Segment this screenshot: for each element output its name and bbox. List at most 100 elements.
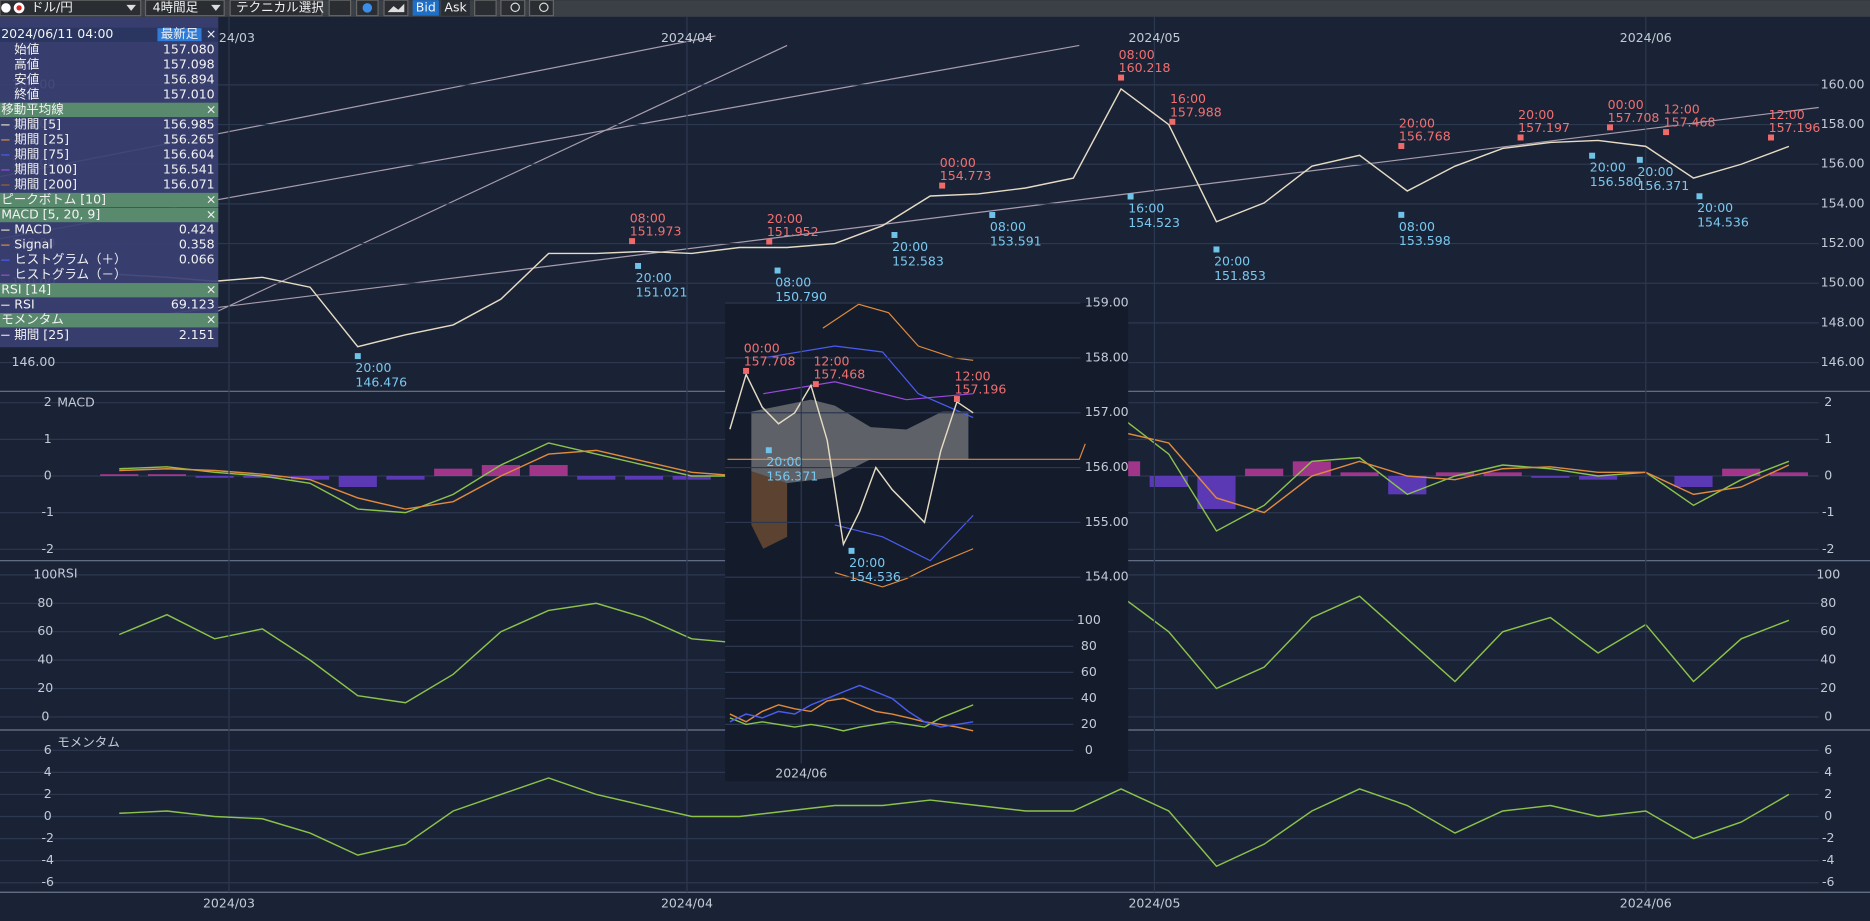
bottom-price: 153.598 (1399, 233, 1451, 248)
draw-tool-button[interactable] (328, 0, 352, 17)
peak-time: 12:00 (1769, 107, 1805, 122)
y-tick-label: 155.00 (1085, 514, 1129, 529)
dropdown-arrow (126, 4, 136, 11)
peak-price: 151.952 (767, 224, 819, 239)
peak-time: 00:00 (940, 155, 976, 170)
close-icon[interactable]: × (206, 282, 217, 297)
histogram-bar (672, 476, 711, 480)
peak-price: 157.708 (1608, 110, 1660, 125)
y-tick-label: -2 (1822, 830, 1834, 845)
data-line (729, 684, 974, 728)
y-tick-label: 4 (1824, 764, 1832, 779)
y-tick-label: 60 (37, 623, 53, 638)
y-tick-label: -4 (1822, 852, 1835, 867)
inset-chart: 154.00 155.00 156.00 157.00 158.00 159.00 00:0… (725, 295, 1129, 782)
close-icon[interactable]: × (206, 207, 217, 222)
bid-button[interactable] (412, 0, 439, 16)
bottom-price: 146.476 (355, 374, 407, 389)
peak-price: 154.773 (940, 168, 992, 183)
y-tick-label: 100 (1816, 566, 1840, 581)
peak-marker (1768, 134, 1774, 141)
bottom-marker (635, 262, 642, 269)
peak-price: 157.197 (1518, 120, 1570, 135)
data-line (119, 777, 1790, 868)
row-label: 始値 (14, 41, 39, 56)
row-value: 156.985 (163, 116, 215, 131)
info-panel: 2024/06/11 04:00 最新足 × 始値 157.080 高値 157.098 安値… (0, 16, 219, 348)
bottom-time: 20:00 (1697, 200, 1733, 215)
bottom-marker (891, 231, 898, 238)
histogram-bar (386, 476, 425, 480)
histogram-bar (1435, 472, 1475, 477)
histogram-bar (147, 474, 187, 477)
section-title: ピークボトム [10] (1, 192, 106, 207)
bottom-time: 20:00 (636, 270, 672, 285)
bottom-marker (1696, 193, 1703, 200)
bottom-marker (1589, 152, 1596, 159)
zoom-icon (510, 2, 520, 13)
section-title: モメンタム (1, 312, 64, 327)
data-line (119, 87, 1790, 348)
x-tick-label: 2024/06 (1620, 896, 1672, 911)
tool-button[interactable] (474, 0, 497, 17)
pair-dropdown[interactable] (0, 0, 142, 17)
y-tick-label: 154.00 (1085, 569, 1129, 584)
row-value: 0.424 (179, 222, 215, 237)
peak-marker (766, 238, 773, 245)
histogram-bar (1340, 472, 1379, 477)
row-label: 期間 [75] (14, 146, 69, 161)
info-icon (362, 3, 373, 13)
latest-button[interactable] (157, 28, 202, 42)
section-header (0, 283, 219, 298)
zoom-in-button[interactable] (528, 0, 554, 17)
x-tick-label: 2024/06 (1620, 30, 1672, 45)
close-icon[interactable]: × (206, 192, 217, 207)
peak-marker (743, 367, 750, 374)
y-tick-label: 2 (1824, 786, 1832, 801)
close-icon[interactable]: × (206, 101, 217, 116)
histogram-bar (529, 465, 568, 477)
histogram-bar (1769, 472, 1808, 477)
peak-marker (812, 381, 819, 388)
bottom-time: 20:00 (766, 454, 802, 469)
row-value: 69.123 (171, 297, 215, 312)
x-tick-label: 2024/05 (1128, 896, 1180, 911)
peak-marker (1517, 134, 1524, 141)
histogram-bar (1483, 472, 1522, 477)
peak-price: 157.196 (1769, 120, 1821, 135)
y-tick-label: 0 (1824, 808, 1832, 823)
zoom-out-button[interactable] (500, 0, 526, 17)
section-header (0, 102, 219, 118)
x-tick-label: 2024/04 (661, 30, 713, 45)
close-icon[interactable]: × (206, 312, 217, 327)
y-tick-label: 100 (33, 566, 57, 581)
histogram-bar (1197, 476, 1236, 509)
bottom-price: 154.523 (1128, 215, 1180, 230)
bottom-price: 150.790 (775, 289, 827, 304)
indicator-line (727, 443, 1086, 460)
peak-time: 20:00 (1518, 107, 1554, 122)
row-label: ヒストグラム（＋） (14, 252, 126, 267)
section-title: MACD [5, 20, 9] (1, 207, 100, 222)
bottom-time: 20:00 (849, 555, 885, 570)
y-tick-label: -6 (41, 874, 54, 889)
y-tick-label: 0 (1085, 742, 1093, 757)
bottom-time: 08:00 (990, 219, 1026, 234)
peak-marker (939, 182, 946, 189)
ask-button[interactable] (441, 0, 470, 16)
bottom-price: 151.021 (636, 284, 688, 299)
bottom-marker (765, 447, 772, 454)
y-tick-label: 40 (1820, 652, 1836, 667)
technical-dropdown[interactable] (229, 0, 323, 17)
peak-marker (1607, 124, 1613, 131)
y-tick-label: 2 (1824, 394, 1832, 409)
peak-price: 157.988 (1170, 104, 1222, 119)
timeframe-dropdown[interactable] (144, 0, 225, 17)
row-label: 期間 [5] (14, 116, 61, 131)
y-tick-label: 156.00 (1821, 156, 1865, 171)
row-label: ヒストグラム（－） (14, 267, 126, 282)
row-value: 0.066 (179, 252, 215, 267)
y-tick-label: 152.00 (1821, 235, 1865, 250)
y-tick-label: 0 (44, 468, 52, 483)
